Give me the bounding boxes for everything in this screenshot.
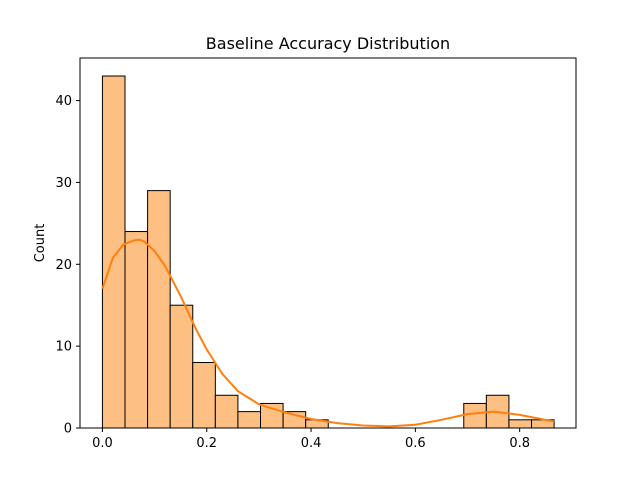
kde-curve xyxy=(101,238,555,428)
histogram-bar-7 xyxy=(260,402,284,429)
y-tick-label: 20 xyxy=(55,258,72,273)
y-tick-label: 10 xyxy=(55,340,72,355)
histogram-bar-0 xyxy=(101,75,126,429)
y-tick-label: 40 xyxy=(55,94,72,109)
histogram-bar-3 xyxy=(169,304,194,429)
histogram-bar-1 xyxy=(124,231,149,429)
y-tick-label: 0 xyxy=(64,422,72,437)
histogram-bar-2 xyxy=(147,190,171,429)
histogram-bar-5 xyxy=(214,394,239,429)
x-tick-label: 0.0 xyxy=(92,436,113,451)
histogram-bar-10 xyxy=(463,402,487,429)
x-axis: 0.0 0.2 0.4 0.6 0.8 xyxy=(92,428,530,451)
x-tick-label: 0.4 xyxy=(301,436,322,451)
x-tick-label: 0.2 xyxy=(196,436,217,451)
histogram-bar-4 xyxy=(192,362,216,429)
histogram-bars xyxy=(101,75,555,429)
histogram-bar-12 xyxy=(508,419,533,429)
x-tick-label: 0.8 xyxy=(509,436,530,451)
y-axis-label: Count xyxy=(33,224,48,263)
histogram-bar-6 xyxy=(237,411,262,429)
y-axis: 0 10 20 30 40 xyxy=(55,94,80,437)
plot-frame xyxy=(79,57,577,429)
chart-title: Baseline Accuracy Distribution xyxy=(206,34,450,53)
x-tick-label: 0.6 xyxy=(405,436,426,451)
y-tick-label: 30 xyxy=(55,176,72,191)
